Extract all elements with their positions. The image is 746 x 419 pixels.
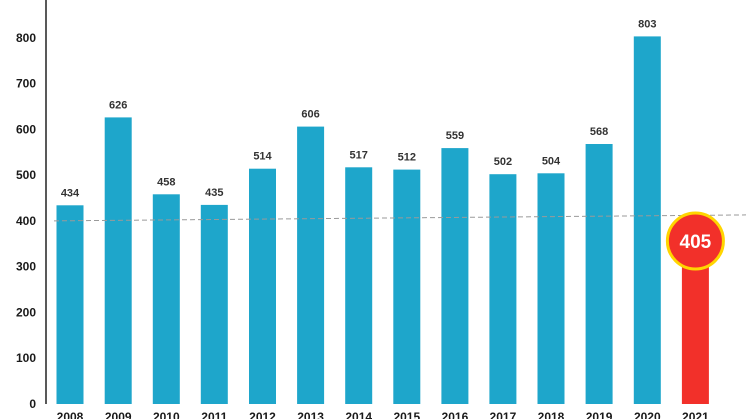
value-label-2010: 458 [157, 176, 175, 188]
bar-2012 [249, 168, 276, 404]
reference-trend-line [53, 214, 746, 222]
bar-2013 [297, 126, 325, 404]
bar-2015 [393, 169, 421, 404]
x-tick-label-2021: 2021 [682, 410, 709, 419]
x-tick-label-2016: 2016 [442, 410, 469, 419]
value-label-2016: 559 [446, 130, 464, 142]
bars [56, 36, 709, 405]
y-tick-label: 200 [16, 305, 36, 319]
y-axis: 0 100 200 300 400 500 600 700 800 [16, 31, 36, 411]
y-tick-label: 800 [16, 31, 36, 45]
x-tick-label-2014: 2014 [345, 410, 372, 419]
x-tick-label-2010: 2010 [153, 410, 180, 419]
highlight-circle [665, 211, 725, 271]
data-labels: 434 626 458 435 514 606 517 512 559 502 504 568 803 [61, 18, 657, 199]
y-tick-label: 0 [29, 397, 36, 411]
x-tick-label-2012: 2012 [249, 410, 276, 419]
highlight-badge: 405 [665, 211, 725, 271]
x-tick-label-2017: 2017 [490, 410, 517, 419]
value-label-2012: 514 [253, 151, 272, 163]
value-label-2009: 626 [109, 99, 127, 111]
x-axis: 2008 2009 2010 2011 2012 2013 2014 2015 2016 2017… [57, 410, 709, 419]
y-tick-label: 400 [16, 214, 36, 228]
x-tick-label-2011: 2011 [201, 410, 227, 419]
x-tick-label-2008: 2008 [57, 410, 84, 419]
x-tick-label-2020: 2020 [634, 410, 661, 419]
value-label-2017: 502 [494, 156, 512, 168]
highlight-value-label: 405 [680, 232, 712, 253]
value-label-2019: 568 [590, 126, 608, 138]
y-tick-label: 500 [16, 168, 36, 182]
bar-2016 [441, 148, 469, 404]
bar-2018 [537, 173, 565, 404]
value-label-2008: 434 [61, 187, 80, 199]
x-tick-label-2013: 2013 [297, 410, 324, 419]
value-label-2020: 803 [638, 18, 656, 30]
bar-2017 [489, 174, 517, 404]
x-tick-label-2019: 2019 [586, 410, 613, 419]
y-tick-label: 700 [16, 77, 36, 91]
bar-2019 [585, 144, 613, 404]
y-tick-label: 300 [16, 260, 36, 274]
x-tick-label-2009: 2009 [105, 410, 132, 419]
bar-2014 [345, 167, 373, 404]
value-label-2014: 517 [350, 149, 368, 161]
value-label-2015: 512 [398, 152, 416, 164]
x-tick-label-2015: 2015 [393, 410, 420, 419]
value-label-2018: 504 [542, 155, 561, 167]
y-tick-label: 100 [16, 351, 36, 365]
x-tick-label-2018: 2018 [538, 410, 565, 419]
bar-2008 [56, 205, 84, 404]
y-tick-label: 600 [16, 122, 36, 136]
value-label-2011: 435 [205, 187, 223, 199]
value-label-2013: 606 [301, 109, 319, 121]
bar-2010 [152, 194, 180, 404]
bar-2020 [633, 36, 661, 405]
bar-2011 [200, 204, 228, 404]
bar-2009 [104, 117, 132, 405]
